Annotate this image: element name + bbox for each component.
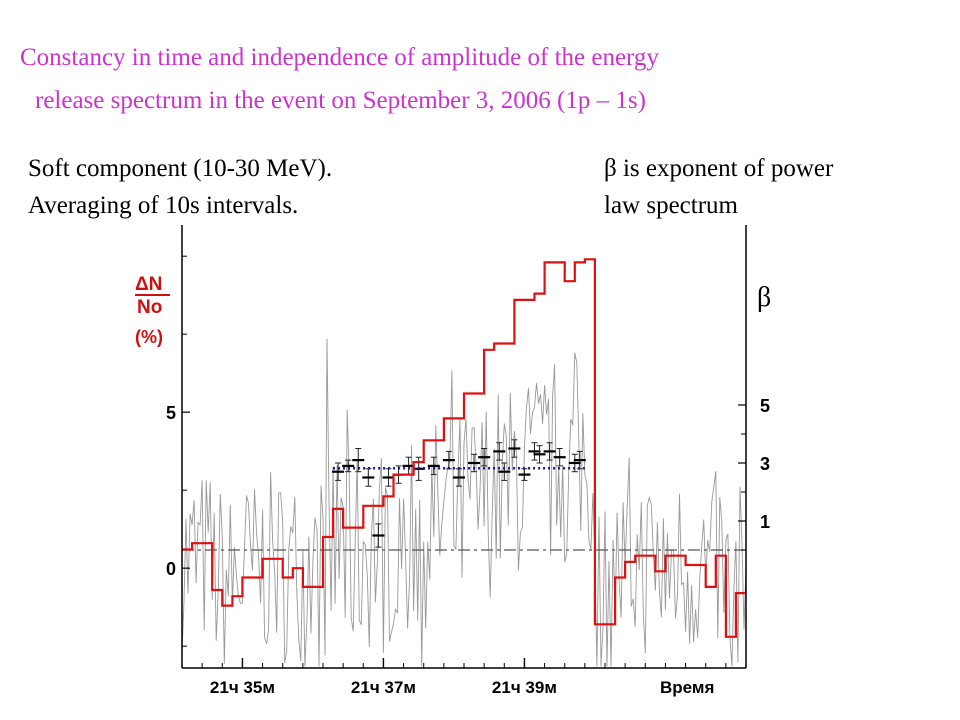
beta-point [498, 462, 511, 481]
caption-soft-component: Soft component (10-30 MeV). [28, 155, 333, 182]
beta-point [508, 439, 521, 458]
x-tick-label: 21ч 39м [492, 678, 557, 697]
raw-signal-layer [181, 338, 747, 667]
beta-point [427, 456, 440, 476]
left-tick-label: 5 [166, 403, 176, 423]
beta-point [332, 462, 345, 481]
raw-signal-line [181, 338, 747, 667]
beta-point [452, 468, 465, 487]
beta-point [553, 448, 566, 467]
right-axis-label-beta: β [757, 282, 771, 313]
right-tick-label: 3 [760, 454, 770, 474]
caption-power-law: law spectrum [604, 192, 738, 219]
beta-point [533, 445, 546, 464]
beta-point [362, 468, 375, 487]
averaged-step-layer [182, 258, 746, 638]
beta-point [478, 448, 491, 467]
caption-averaging: Averaging of 10s intervals. [28, 192, 299, 219]
beta-point [372, 523, 385, 548]
right-tick-label: 5 [760, 396, 770, 416]
left-axis-label-no: No [137, 297, 162, 318]
beta-point [342, 459, 355, 473]
caption-beta-definition: β is exponent of power [604, 155, 834, 182]
beta-point [493, 442, 506, 461]
beta-point [518, 468, 531, 481]
left-axis-label-delta-n: ΔN [135, 274, 162, 295]
right-tick-label: 1 [760, 512, 770, 532]
x-tick-label: 21ч 37м [351, 678, 416, 697]
x-axis-time-label: Время [660, 678, 714, 697]
slide-title-line-1: Constancy in time and independence of am… [20, 44, 659, 71]
beta-point [442, 450, 455, 470]
left-tick-label: 0 [166, 559, 176, 579]
averaged-step-line [182, 258, 746, 638]
slide-title-line-2: release spectrum in the event on Septemb… [35, 87, 646, 114]
x-tick-label: 21ч 35м [210, 678, 275, 697]
beta-point [543, 442, 556, 461]
left-axis-unit: (%) [135, 327, 163, 347]
beta-point [528, 442, 541, 461]
ticks-layer: 0 5 1 3 5 21ч 35м 21ч 37м 21ч 39м [166, 255, 770, 697]
beta-point [568, 453, 581, 473]
